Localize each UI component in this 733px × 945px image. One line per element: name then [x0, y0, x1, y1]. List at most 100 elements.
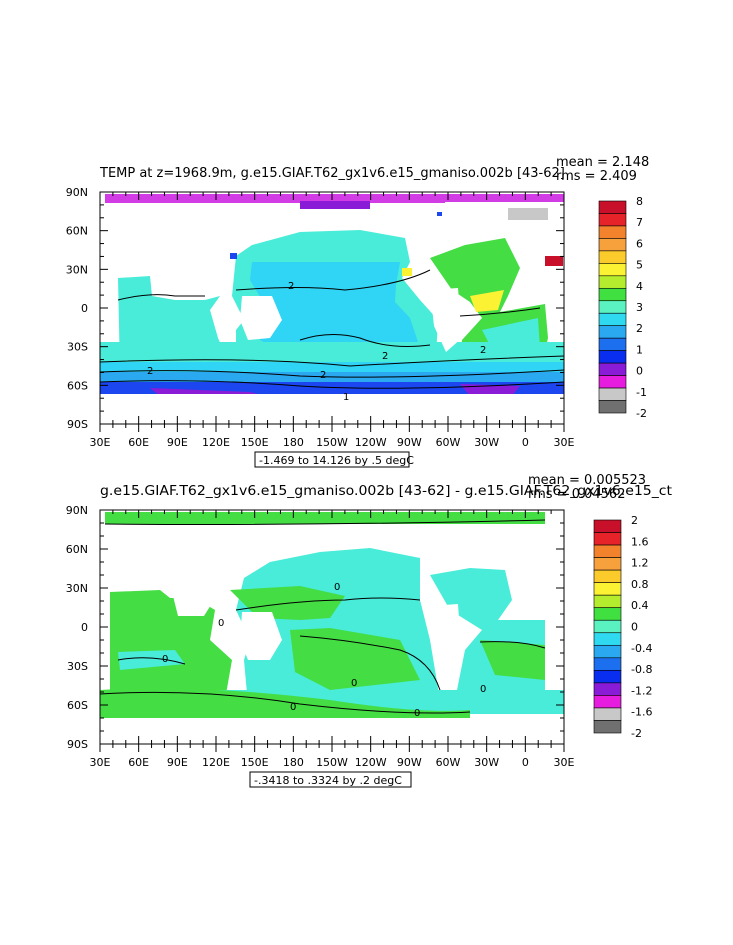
colorbar-swatch — [598, 213, 627, 227]
panel1-x-axis: 30E 60E 90E 120E 150E 180 150W 120W 90W 60W 30W 0 30… — [90, 192, 575, 449]
x-tick-label: 30E — [554, 756, 575, 769]
colorbar-label: -2 — [631, 727, 642, 740]
y-tick-label: 90N — [66, 186, 88, 199]
colorbar-swatch — [598, 362, 627, 376]
panel2-rms: rms = 0.04562 — [528, 487, 625, 502]
colorbar-label: 6 — [636, 237, 643, 250]
colorbar-label: 8 — [636, 195, 643, 208]
colorbar-swatch — [598, 250, 627, 264]
colorbar-swatch — [593, 644, 622, 659]
x-tick-label: 90E — [167, 756, 188, 769]
arctic-field — [105, 512, 545, 524]
panel2-y-axis: 90N 60N 30N 0 30S 60S 90S — [66, 504, 564, 751]
panel1-contour-info: -1.469 to 14.126 by .5 degC — [259, 454, 414, 467]
x-tick-label: 120W — [355, 436, 387, 449]
panel1-title: TEMP at z=1968.9m, g.e15.GIAF.T62_gx1v6.… — [99, 166, 565, 181]
colorbar-label: -2 — [636, 407, 647, 420]
colorbar-swatch — [593, 670, 622, 684]
colorbar-label: 1.6 — [631, 535, 649, 548]
x-tick-label: 30W — [474, 436, 499, 449]
panel1-y-axis: 90N 60N 30N 0 30S 60S 90S — [66, 186, 564, 431]
colorbar-label: 0.4 — [631, 599, 649, 612]
colorbar-label: 1.2 — [631, 557, 649, 570]
y-tick-label: 60N — [66, 543, 88, 556]
x-tick-label: 0 — [522, 436, 529, 449]
x-tick-label: 0 — [522, 756, 529, 769]
panel2-mean: mean = 0.005523 — [528, 473, 646, 488]
x-tick-label: 30E — [90, 436, 111, 449]
colorbar-label: 0.8 — [631, 578, 649, 591]
colorbar-swatch — [598, 287, 627, 302]
colorbar-label: -1 — [636, 386, 647, 399]
y-tick-label: 30S — [67, 660, 88, 673]
colorbar-swatch — [593, 557, 622, 571]
x-tick-label: 60E — [128, 756, 149, 769]
colorbar-swatch — [593, 582, 622, 596]
colorbar-label: -0.4 — [631, 642, 652, 655]
x-tick-label: 150E — [241, 756, 269, 769]
colorbar-swatch — [593, 569, 622, 583]
colorbar-swatch — [598, 375, 627, 389]
colorbar-swatch — [593, 607, 622, 621]
contour-label: 0 — [218, 618, 224, 629]
x-tick-label: 120E — [202, 756, 230, 769]
x-tick-label: 150W — [316, 756, 348, 769]
contour-label: 2 — [480, 345, 486, 356]
colorbar-swatch — [598, 200, 627, 214]
x-tick-label: 120E — [202, 436, 230, 449]
colorbar-swatch — [598, 387, 627, 401]
x-tick-label: 180 — [283, 436, 304, 449]
colorbar-swatch — [598, 337, 627, 351]
x-tick-label: 180 — [283, 756, 304, 769]
panel-difference: g.e15.GIAF.T62_gx1v6.e15_gmaniso.002b [4… — [66, 473, 672, 788]
colorbar-label: -0.8 — [631, 663, 652, 676]
colorbar-swatch — [598, 325, 627, 339]
panel2-title: g.e15.GIAF.T62_gx1v6.e15_gmaniso.002b [4… — [100, 484, 672, 499]
colorbar-swatch — [598, 238, 627, 252]
colorbar-label: 2 — [631, 514, 638, 527]
colorbar-swatch — [593, 519, 622, 533]
x-tick-label: 150E — [241, 436, 269, 449]
panel2-x-axis: 30E 60E 90E 120E 150E 180 150W 120W 90W 60W 30W 0 30… — [90, 510, 575, 769]
colorbar-label: 7 — [636, 216, 643, 229]
x-tick-label: 90W — [397, 436, 422, 449]
panel-temperature: TEMP at z=1968.9m, g.e15.GIAF.T62_gx1v6.… — [66, 155, 649, 468]
y-tick-label: 90S — [67, 738, 88, 751]
x-tick-label: 120W — [355, 756, 387, 769]
panel2-colorbar: 2 1.6 1.2 0.8 0.4 0 -0.4 -0.8 -1.2 -1.6 -2 — [593, 514, 652, 740]
colorbar-swatch — [598, 263, 627, 277]
x-tick-label: 30E — [554, 436, 575, 449]
y-tick-label: 0 — [81, 302, 88, 315]
colorbar-swatch — [593, 682, 622, 696]
colorbar-swatch — [593, 544, 622, 558]
colorbar-swatch — [598, 275, 627, 289]
y-tick-label: 90S — [67, 418, 88, 431]
y-tick-label: 30N — [66, 582, 88, 595]
colorbar-swatch — [593, 594, 622, 609]
colorbar-swatch — [598, 350, 627, 364]
colorbar-swatch — [598, 400, 627, 414]
colorbar-label: 5 — [636, 259, 643, 272]
colorbar-label: -1.6 — [631, 706, 652, 719]
y-tick-label: 0 — [81, 621, 88, 634]
arctic-field — [105, 194, 445, 203]
contour-label: 0 — [480, 684, 486, 695]
x-tick-label: 90W — [397, 756, 422, 769]
contour-label: 2 — [288, 281, 294, 292]
colorbar-label: 0 — [636, 365, 643, 378]
colorbar-label: 1 — [636, 343, 643, 356]
x-tick-label: 60W — [436, 436, 461, 449]
colorbar-swatch — [598, 225, 627, 239]
panel1-map — [100, 192, 564, 424]
colorbar-label: 3 — [636, 301, 643, 314]
y-tick-label: 90N — [66, 504, 88, 517]
panel1-mean: mean = 2.148 — [556, 155, 649, 170]
x-tick-label: 30W — [474, 756, 499, 769]
x-tick-label: 90E — [167, 436, 188, 449]
x-tick-label: 30E — [90, 756, 111, 769]
colorbar-swatch — [593, 707, 622, 721]
contour-label: 1 — [343, 392, 349, 403]
contour-label: 2 — [147, 366, 153, 377]
panel1-colorbar: 8 7 6 5 4 3 2 1 0 -1 -2 — [598, 195, 647, 420]
y-tick-label: 60N — [66, 225, 88, 238]
